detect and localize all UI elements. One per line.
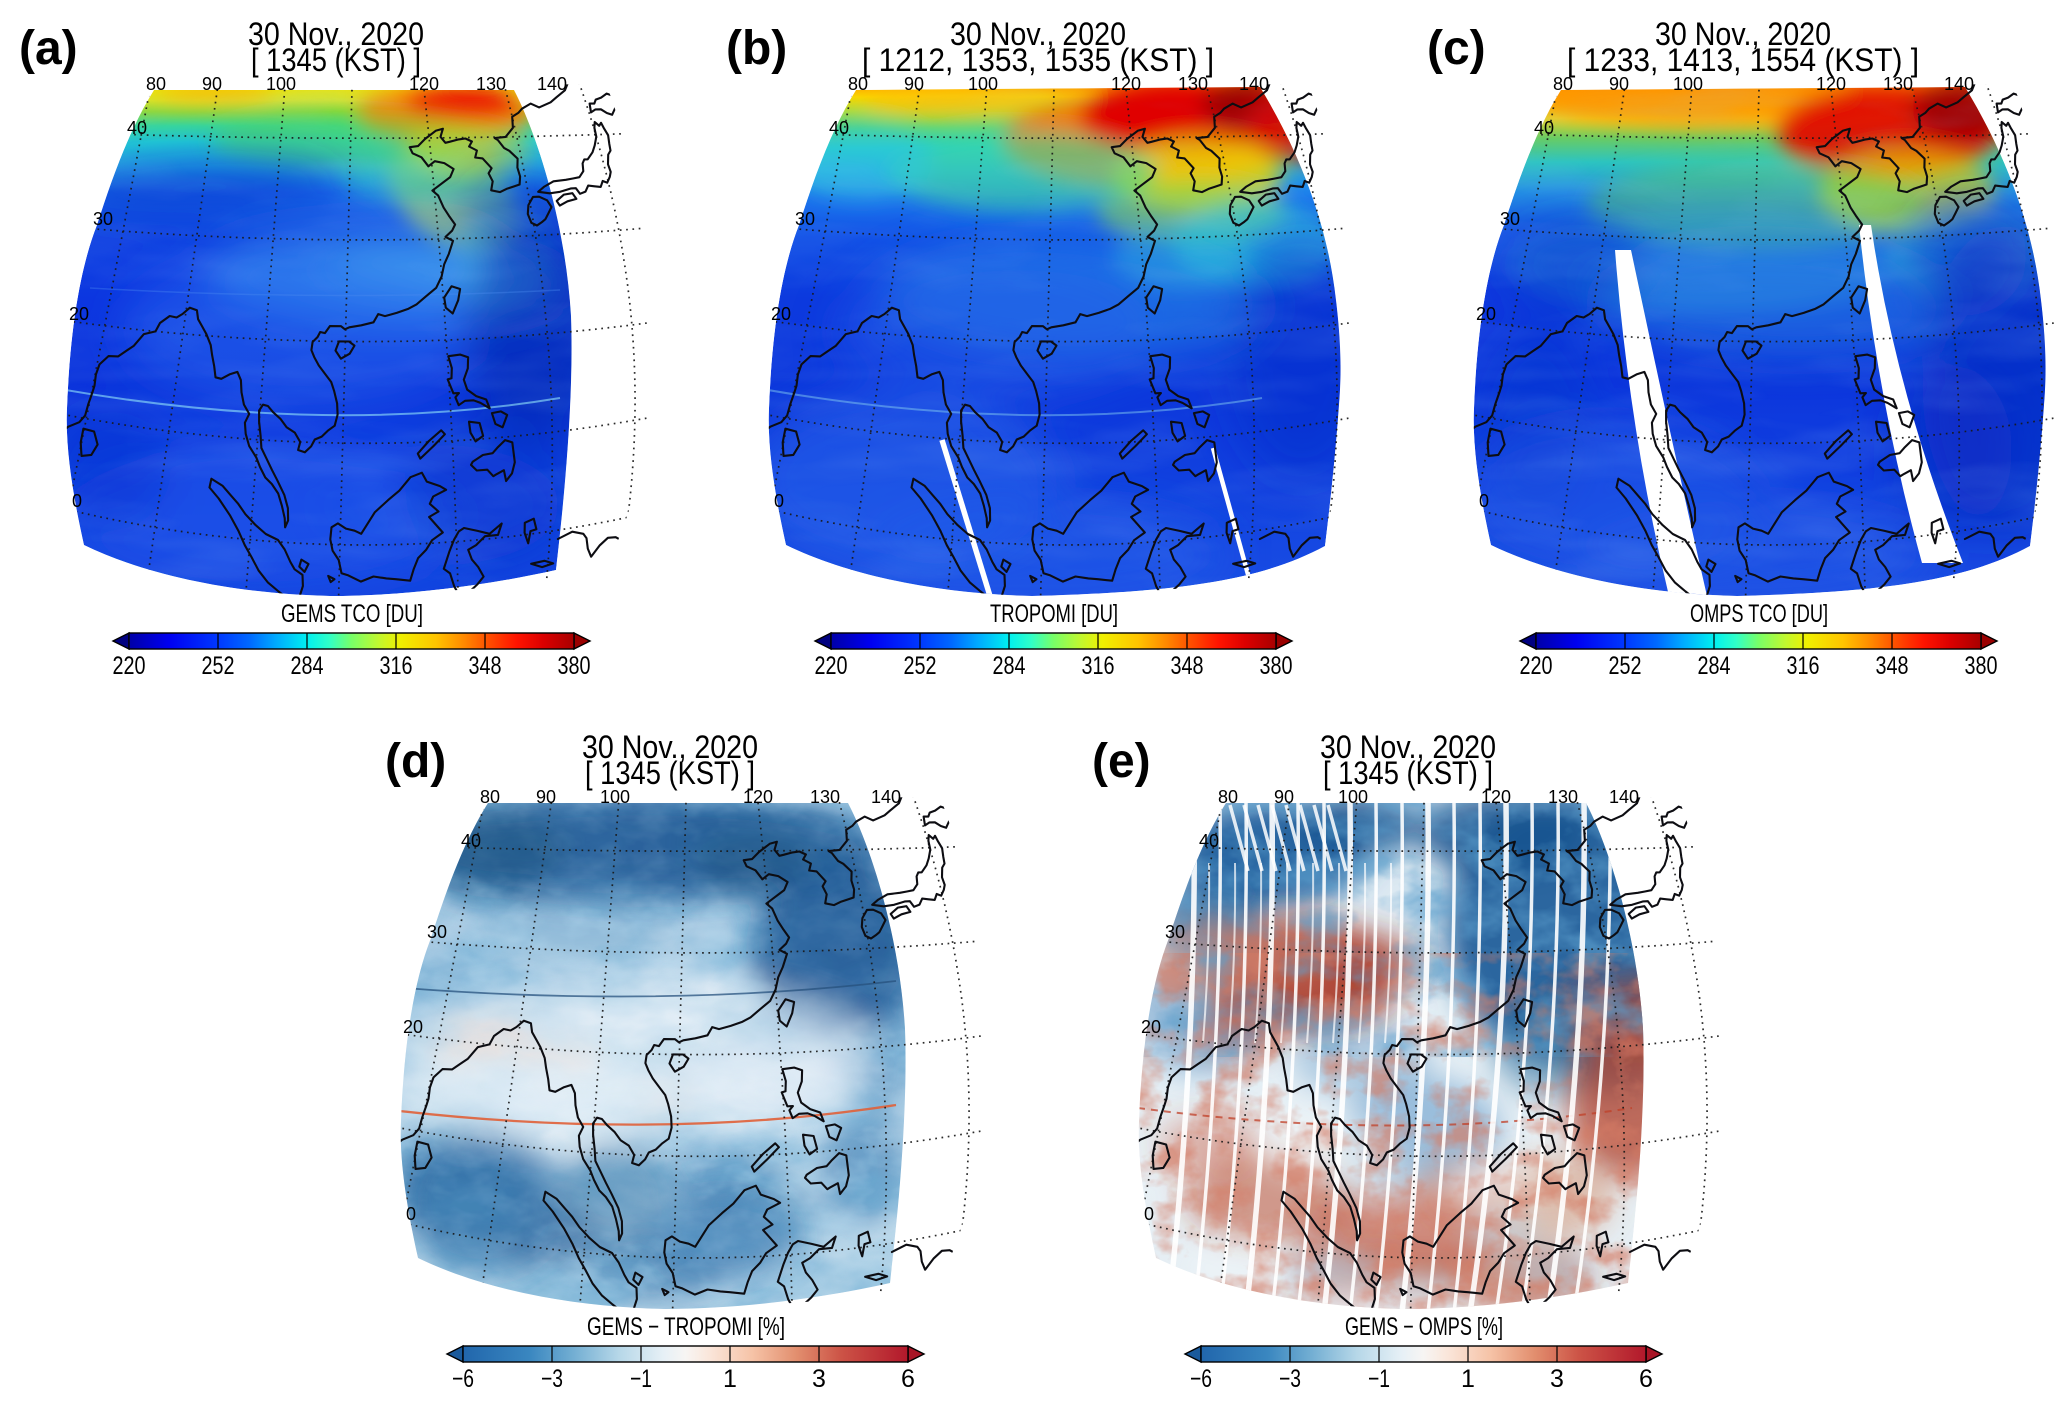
svg-text:348: 348 — [1876, 652, 1909, 680]
svg-text:[ 1345 (KST) ]: [ 1345 (KST) ] — [251, 42, 421, 78]
svg-text:30 Nov., 2020: 30 Nov., 2020 — [1320, 729, 1496, 765]
svg-text:(c): (c) — [1427, 22, 1486, 75]
svg-text:GEMS − OMPS [%]: GEMS − OMPS [%] — [1345, 1313, 1503, 1341]
svg-text:316: 316 — [1787, 652, 1820, 680]
svg-text:252: 252 — [1609, 652, 1642, 680]
svg-text:348: 348 — [469, 652, 502, 680]
svg-text:6: 6 — [1639, 1365, 1653, 1393]
svg-text:−1: −1 — [630, 1365, 652, 1393]
svg-text:−6: −6 — [452, 1365, 474, 1393]
svg-text:GEMS TCO [DU]: GEMS TCO [DU] — [281, 600, 423, 628]
svg-text:[ 1345 (KST) ]: [ 1345 (KST) ] — [585, 755, 755, 791]
svg-text:3: 3 — [1550, 1365, 1564, 1393]
svg-text:30 Nov., 2020: 30 Nov., 2020 — [1655, 16, 1831, 52]
svg-text:1: 1 — [723, 1365, 737, 1393]
svg-text:252: 252 — [904, 652, 937, 680]
svg-text:GEMS − TROPOMI [%]: GEMS − TROPOMI [%] — [587, 1313, 785, 1341]
svg-text:−3: −3 — [541, 1365, 563, 1393]
svg-text:[ 1345 (KST) ]: [ 1345 (KST) ] — [1323, 755, 1493, 791]
svg-text:−6: −6 — [1190, 1365, 1212, 1393]
svg-text:30 Nov., 2020: 30 Nov., 2020 — [248, 16, 424, 52]
svg-text:(d): (d) — [385, 735, 446, 788]
svg-text:284: 284 — [291, 652, 324, 680]
svg-text:284: 284 — [1698, 652, 1731, 680]
svg-text:252: 252 — [202, 652, 235, 680]
svg-text:30 Nov., 2020: 30 Nov., 2020 — [582, 729, 758, 765]
svg-text:220: 220 — [815, 652, 848, 680]
svg-text:380: 380 — [1965, 652, 1998, 680]
svg-text:(e): (e) — [1092, 735, 1151, 788]
svg-text:348: 348 — [1171, 652, 1204, 680]
svg-text:(b): (b) — [726, 22, 787, 75]
svg-text:30 Nov., 2020: 30 Nov., 2020 — [950, 16, 1126, 52]
svg-text:[ 1212, 1353, 1535 (KST) ]: [ 1212, 1353, 1535 (KST) ] — [862, 42, 1214, 78]
svg-text:380: 380 — [558, 652, 591, 680]
svg-text:TROPOMI [DU]: TROPOMI [DU] — [990, 600, 1118, 628]
svg-text:OMPS TCO [DU]: OMPS TCO [DU] — [1690, 600, 1828, 628]
svg-text:220: 220 — [113, 652, 146, 680]
svg-text:−1: −1 — [1368, 1365, 1390, 1393]
svg-text:316: 316 — [1082, 652, 1115, 680]
svg-text:220: 220 — [1520, 652, 1553, 680]
svg-text:1: 1 — [1461, 1365, 1475, 1393]
svg-text:284: 284 — [993, 652, 1026, 680]
svg-text:316: 316 — [380, 652, 413, 680]
svg-text:6: 6 — [901, 1365, 915, 1393]
svg-text:3: 3 — [812, 1365, 826, 1393]
svg-text:[ 1233, 1413, 1554 (KST) ]: [ 1233, 1413, 1554 (KST) ] — [1567, 42, 1919, 78]
svg-text:−3: −3 — [1279, 1365, 1301, 1393]
svg-text:(a): (a) — [19, 22, 78, 75]
svg-text:380: 380 — [1260, 652, 1293, 680]
